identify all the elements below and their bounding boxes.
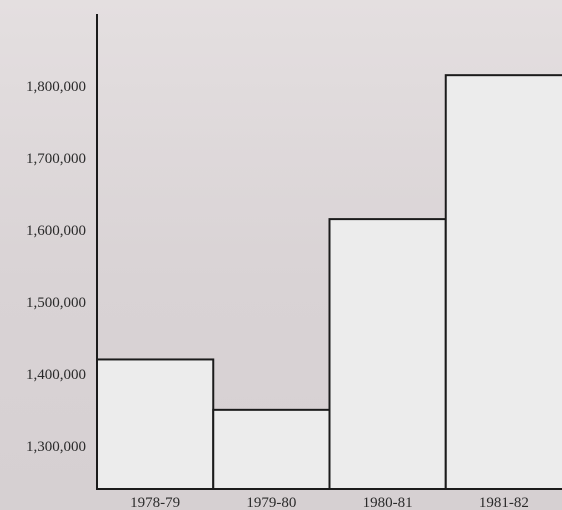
x-tick-label: 1979-80 xyxy=(246,495,296,510)
y-axis-ticks: 1,300,000 1,400,000 1,500,000 1,600,000 1,70… xyxy=(26,79,86,455)
y-tick-label: 1,300,000 xyxy=(26,439,86,455)
bars-group xyxy=(96,74,562,491)
x-tick-label: 1980-81 xyxy=(363,495,413,510)
bar-1980-81 xyxy=(328,218,447,490)
y-tick-label: 1,700,000 xyxy=(26,151,86,167)
y-tick-label: 1,400,000 xyxy=(26,367,86,383)
bar-1979-80 xyxy=(212,408,331,491)
y-tick-label: 1,600,000 xyxy=(26,223,86,239)
x-axis-labels: 1978-79 1979-80 1980-81 1981-82 xyxy=(130,495,529,510)
x-tick-label: 1978-79 xyxy=(130,495,180,510)
x-tick-label: 1981-82 xyxy=(479,495,529,510)
bar-1981-82 xyxy=(444,74,562,490)
bar-1978-79 xyxy=(96,358,215,491)
y-tick-label: 1,800,000 xyxy=(26,79,86,95)
y-tick-label: 1,500,000 xyxy=(26,295,86,311)
